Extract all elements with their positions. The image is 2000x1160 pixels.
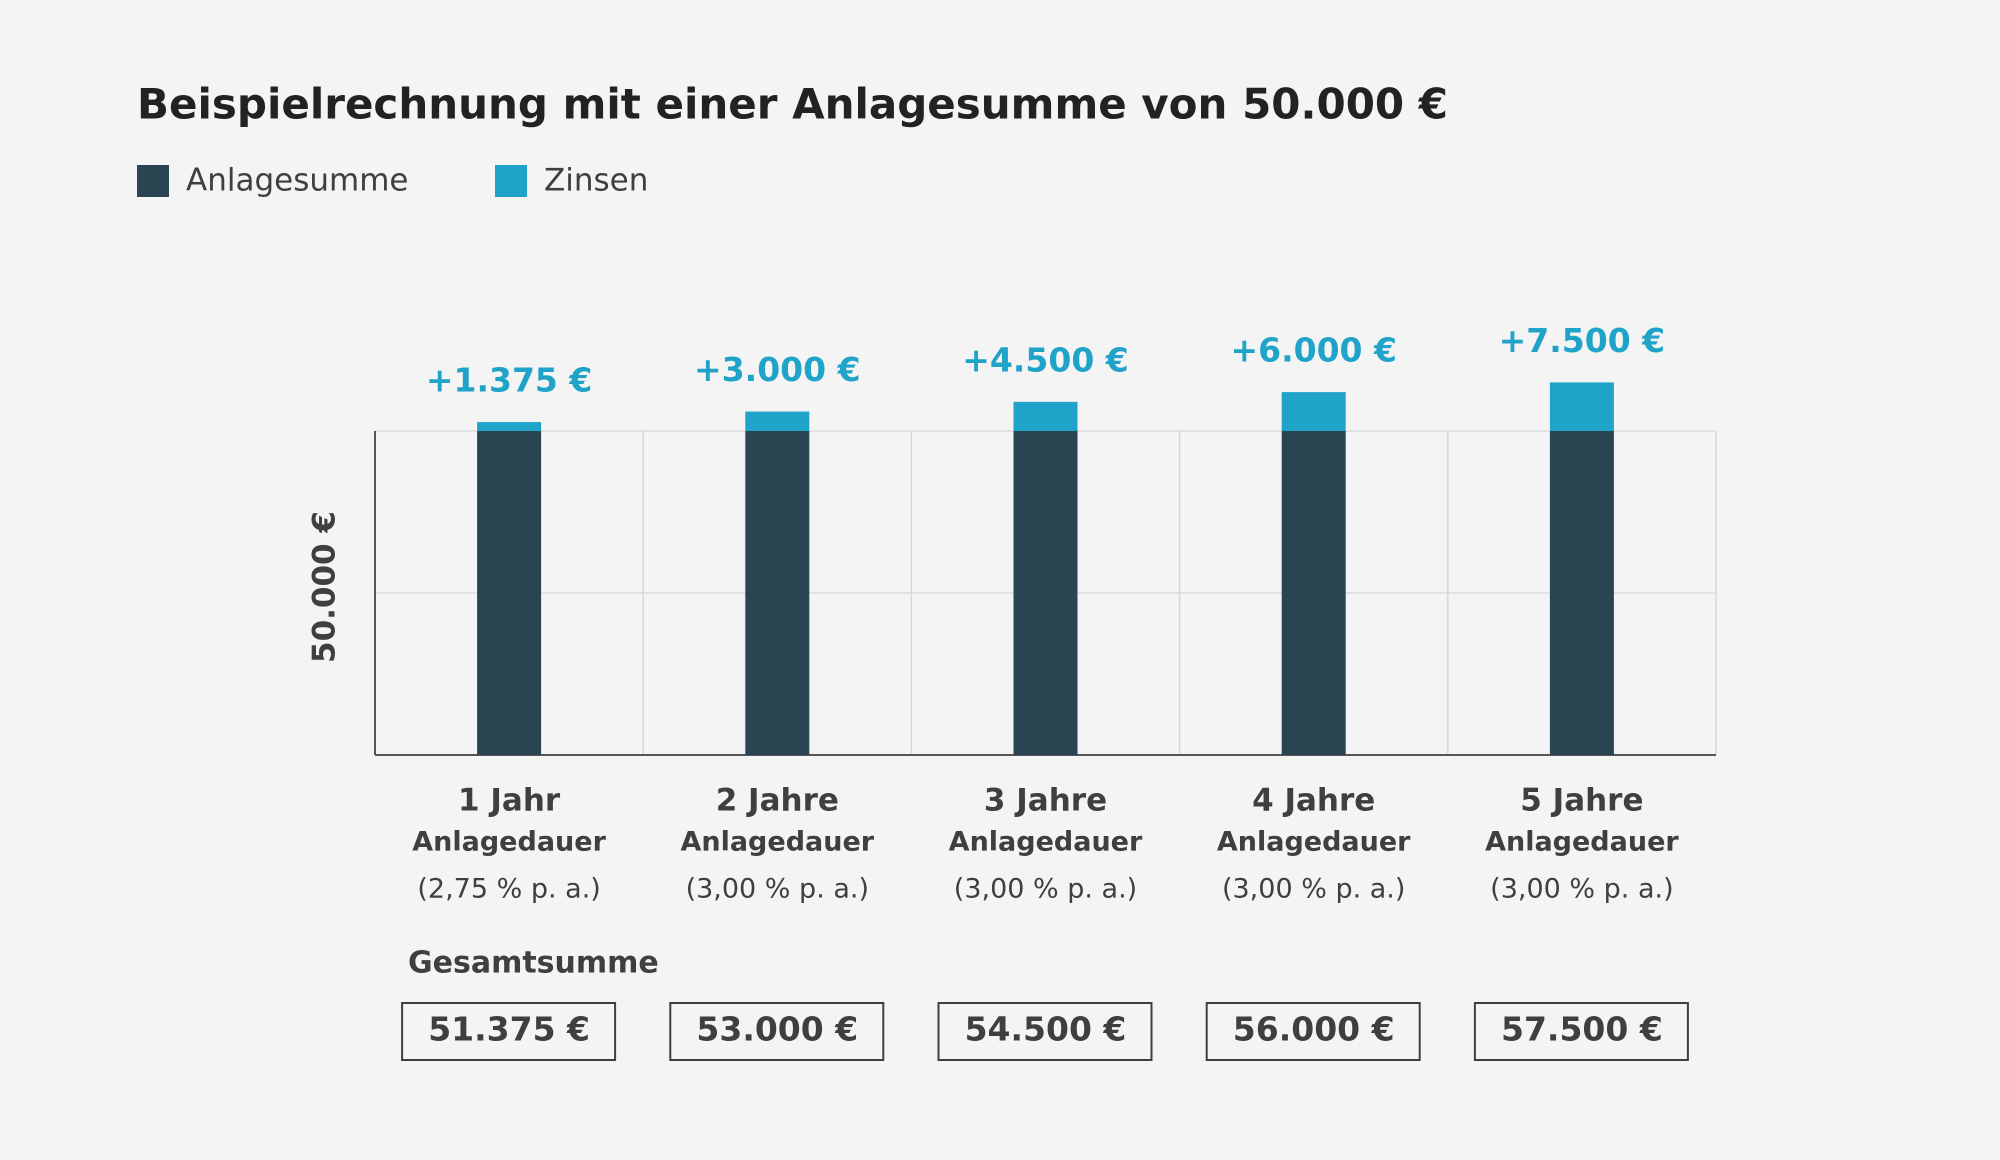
bar-segment [1281,392,1346,431]
total-box [669,1002,885,1061]
rate-label: (3,00 % p. a.) [1222,874,1405,905]
total-value: 56.000 € [1233,1010,1395,1049]
bar-segment [477,431,542,755]
value-label: +7.500 € [1499,321,1665,360]
total-box [401,1002,617,1061]
x-tick-label: 4 Jahre [1252,783,1375,819]
x-tick-sublabel: Anlagedauer [949,827,1143,858]
bar-segment [1549,382,1614,431]
legend-label: Anlagesumme [186,163,408,199]
legend-swatch [495,165,527,197]
x-tick-label: 5 Jahre [1520,783,1643,819]
bar-segment [1281,431,1346,755]
x-tick-sublabel: Anlagedauer [680,827,874,858]
total-box [1205,1002,1421,1061]
x-tick-sublabel: Anlagedauer [412,827,606,858]
total-value: 57.500 € [1501,1010,1663,1049]
x-tick-label: 2 Jahre [716,783,839,819]
x-tick-label: 3 Jahre [984,783,1107,819]
x-tick-sublabel: Anlagedauer [1485,827,1679,858]
rate-label: (3,00 % p. a.) [1490,874,1673,905]
x-tick-label: 1 Jahr [458,783,561,819]
total-value: 53.000 € [696,1010,858,1049]
legend-swatch [137,165,169,197]
bar-segment [477,422,542,431]
bar-segment [745,411,810,431]
total-box [937,1002,1153,1061]
bar-segment [1013,401,1078,431]
rate-label: (3,00 % p. a.) [954,874,1137,905]
rate-label: (3,00 % p. a.) [686,874,869,905]
total-box [1473,1002,1689,1061]
legend-label: Zinsen [544,163,648,199]
total-value: 54.500 € [965,1010,1127,1049]
bar-segment [1549,431,1614,755]
total-value: 51.375 € [428,1010,590,1049]
bar-segment [1013,431,1078,755]
totals-title: Gesamtsumme [408,946,659,981]
value-label: +6.000 € [1230,331,1396,370]
y-axis-label: 50.000 € [307,511,343,663]
chart-title: Beispielrechnung mit einer Anlagesumme v… [137,80,1448,129]
value-label: +4.500 € [962,340,1128,379]
value-label: +1.375 € [426,361,592,400]
value-label: +3.000 € [694,350,860,389]
rate-label: (2,75 % p. a.) [417,874,600,905]
bar-segment [745,431,810,755]
x-tick-sublabel: Anlagedauer [1217,827,1411,858]
